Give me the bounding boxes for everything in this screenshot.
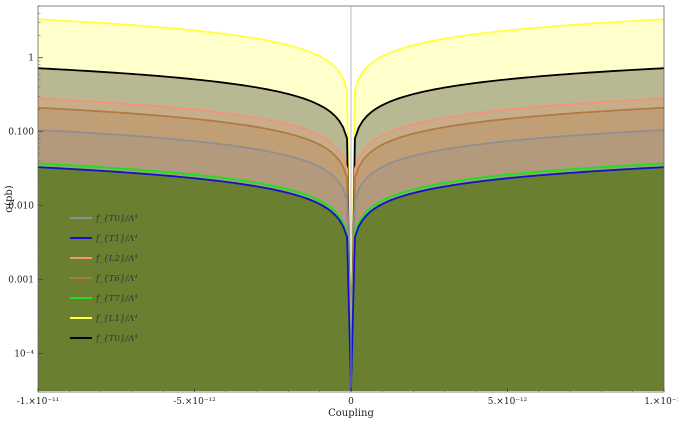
y-tick-label: 0.100 [8, 128, 34, 138]
y-tick-label: 0.001 [8, 275, 34, 285]
legend-label: f_{L1}/Λ⁴ [95, 314, 138, 324]
x-axis-title: Coupling [328, 408, 374, 419]
x-tick-label: 1.×10⁻¹¹ [644, 397, 678, 407]
y-axis-title: σ(pb) [4, 185, 15, 213]
y-tick-label: 1 [28, 54, 34, 64]
legend: f_{T0}/Λ⁴ f_{T1}/Λ⁴ f_{L2}/Λ⁴ f_{T6}/Λ⁴ f_{T… [70, 214, 138, 344]
y-tick-label: 10⁻⁴ [14, 349, 34, 359]
legend-label: f_{T0}/Λ⁴ [95, 214, 138, 224]
x-tick-label: -5.×10⁻¹² [173, 397, 216, 407]
legend-label: f_{T7}/Λ⁴ [95, 294, 138, 304]
x-tick-label: 0 [348, 397, 354, 407]
axes: -1.×10⁻¹¹ -5.×10⁻¹² 0 5.×10⁻¹² 1.×10⁻¹¹ 1 0.10… [8, 5, 678, 407]
legend-label: f_{L2}/Λ⁴ [95, 254, 138, 264]
legend-label: f_{T0}/Λ⁴ [95, 334, 138, 344]
y-tick-label: 0.010 [8, 202, 34, 212]
legend-label: f_{T1}/Λ⁴ [95, 234, 138, 244]
band-fill [38, 167, 664, 391]
x-tick-label: -1.×10⁻¹¹ [17, 397, 60, 407]
x-tick-label: 5.×10⁻¹² [488, 397, 528, 407]
legend-label: f_{T6}/Λ⁴ [95, 274, 138, 284]
